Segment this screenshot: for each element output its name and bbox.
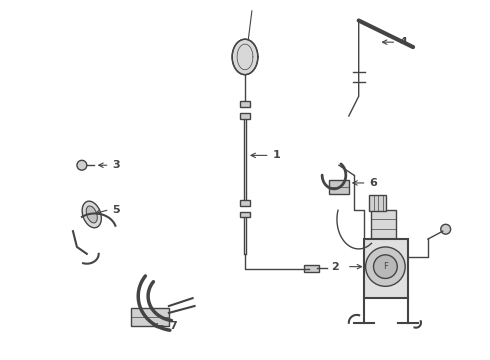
Bar <box>131 308 169 326</box>
Bar <box>370 210 396 239</box>
Text: 1: 1 <box>272 150 280 161</box>
Bar <box>329 180 349 194</box>
Text: 4: 4 <box>399 37 407 47</box>
Ellipse shape <box>232 39 258 75</box>
Ellipse shape <box>82 201 101 228</box>
Circle shape <box>366 247 405 286</box>
Text: 3: 3 <box>113 160 120 170</box>
Text: 5: 5 <box>113 204 120 215</box>
Bar <box>240 212 250 217</box>
Text: F: F <box>383 262 388 271</box>
Circle shape <box>77 160 87 170</box>
Bar <box>240 113 250 119</box>
Bar <box>304 265 319 271</box>
Text: 2: 2 <box>331 262 339 272</box>
Text: 7: 7 <box>169 321 176 331</box>
Ellipse shape <box>86 206 98 223</box>
Bar <box>368 195 387 211</box>
Bar <box>364 239 408 298</box>
Circle shape <box>441 224 451 234</box>
Bar <box>240 200 250 206</box>
Text: 6: 6 <box>369 178 377 188</box>
Circle shape <box>373 255 397 278</box>
Bar <box>240 101 250 107</box>
